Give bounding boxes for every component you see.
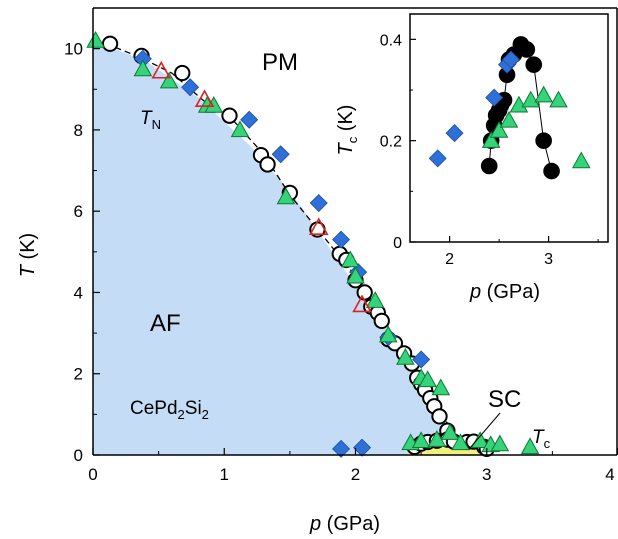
y-tick-label: 8 <box>74 121 83 140</box>
inset-point-triangle-green <box>521 90 541 108</box>
inset-point-triangle-green <box>489 121 509 138</box>
x-tick-label: 4 <box>605 465 614 484</box>
data-point-triangle-green <box>431 378 451 396</box>
data-point-filled-diamond <box>412 350 431 369</box>
data-point-triangle-green <box>379 325 398 343</box>
inset-x-tick-label: 2 <box>445 251 454 268</box>
data-point-triangle-red <box>308 217 329 235</box>
x-tick-label: 2 <box>351 465 360 484</box>
inset-point-filled-circle <box>535 132 552 149</box>
y-tick-label: 10 <box>64 40 83 59</box>
data-point-triangle-green <box>440 423 460 440</box>
data-point-triangle-red <box>151 60 172 79</box>
data-point-open-circle <box>174 64 191 82</box>
inset-point-triangle-green <box>549 90 568 108</box>
tn-label: TN <box>140 108 161 132</box>
main-axes: 0 1 2 3 4 0 2 4 6 8 10 <box>64 7 618 484</box>
inset-point-filled-diamond <box>485 88 504 107</box>
x-axis-title: p (GPa) <box>309 513 380 535</box>
data-point-filled-diamond <box>353 438 372 457</box>
data-point-open-circle <box>101 35 119 52</box>
inset-y-tick-label: 0.4 <box>380 32 402 49</box>
pm-label: PM <box>262 49 298 76</box>
inset-point-triangle-green <box>481 131 501 148</box>
y-tick-label: 0 <box>74 446 83 465</box>
data-point-triangle-green <box>396 347 415 365</box>
x-tick-label: 1 <box>220 465 229 484</box>
x-tick-label: 3 <box>482 465 491 484</box>
sc-label: SC <box>488 386 521 413</box>
data-point-triangle-green <box>418 370 437 388</box>
inset-point-filled-circle <box>480 157 498 175</box>
inset-frame-bg <box>410 12 608 244</box>
y-tick-label: 2 <box>74 365 83 384</box>
data-point-filled-diamond <box>181 78 200 97</box>
y-tick-label: 6 <box>74 202 83 221</box>
inset-x-axis-title: p (GPa) <box>469 281 540 303</box>
x-tick-label: 0 <box>88 465 97 484</box>
inset-marks <box>428 36 591 180</box>
inset-point-triangle-green <box>571 151 591 169</box>
inset-y-axis-title: Tc (K) <box>335 105 360 156</box>
inset-point-filled-diamond <box>428 149 447 168</box>
inset-point-filled-diamond <box>501 50 520 69</box>
sc-pointer <box>469 412 501 449</box>
data-point-triangle-green <box>276 187 296 205</box>
data-point-filled-diamond <box>271 145 290 164</box>
data-point-triangle-green <box>427 430 447 447</box>
af-label: AF <box>150 310 181 337</box>
inset-y-tick-label: 0.2 <box>380 134 402 151</box>
data-point-filled-diamond <box>240 110 259 129</box>
inset-point-triangle-green <box>499 110 519 128</box>
inset-point-filled-circle <box>543 162 560 180</box>
inset-point-filled-diamond <box>445 124 464 143</box>
data-point-triangle-red <box>352 294 372 313</box>
data-point-open-circle <box>431 408 448 425</box>
data-point-triangle-green <box>490 434 510 452</box>
data-point-triangle-green <box>520 437 540 455</box>
data-point-filled-diamond <box>332 230 351 249</box>
inset-point-filled-circle <box>518 41 536 58</box>
tc-label: Tc <box>532 427 551 451</box>
inset-x-tick-label: 3 <box>544 251 553 268</box>
main-marks <box>86 31 540 458</box>
inset-point-triangle-green <box>509 95 529 113</box>
inset-y-tick-label: 0 <box>393 235 402 252</box>
data-point-open-circle <box>373 312 390 330</box>
data-point-triangle-green <box>451 433 470 451</box>
y-tick-label: 4 <box>74 283 83 302</box>
data-point-triangle-green <box>230 120 250 138</box>
data-point-triangle-green <box>133 59 153 77</box>
data-point-triangle-green <box>86 31 105 48</box>
data-point-triangle-green <box>470 431 490 449</box>
y-axis-title: T (K) <box>17 233 39 277</box>
data-point-triangle-green <box>159 71 179 89</box>
svg-text:T (K): T (K) <box>17 233 39 277</box>
data-point-triangle-green <box>411 431 431 449</box>
data-point-open-circle <box>356 284 373 301</box>
data-point-triangle-green <box>340 250 360 268</box>
compound-label: CePd2Si2 <box>130 398 209 422</box>
data-point-filled-diamond <box>309 194 328 213</box>
data-point-triangle-green <box>204 96 224 113</box>
svg-text:Tc (K): Tc (K) <box>335 105 360 156</box>
inset-point-triangle-green <box>534 85 553 103</box>
data-point-triangle-green <box>365 291 385 308</box>
inset-point-filled-circle <box>525 56 543 73</box>
data-point-triangle-red <box>194 89 215 107</box>
data-point-open-circle <box>259 156 276 173</box>
af-region <box>93 40 461 455</box>
data-point-triangle-green <box>346 266 365 284</box>
inset-axes: 2 3 0 0.2 0.4 <box>380 13 609 268</box>
data-point-filled-diamond <box>332 439 351 458</box>
data-point-open-circle <box>221 107 238 124</box>
inset-frame <box>409 13 609 243</box>
